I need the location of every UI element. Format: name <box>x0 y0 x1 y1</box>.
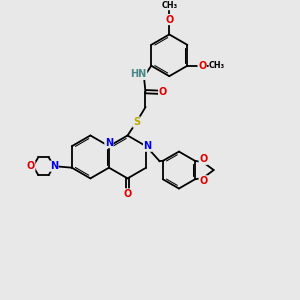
Text: N: N <box>105 138 113 148</box>
Text: O: O <box>165 14 173 25</box>
Text: O: O <box>198 61 206 71</box>
Text: CH₃: CH₃ <box>162 1 178 10</box>
Text: N: N <box>144 141 152 151</box>
Text: O: O <box>199 154 207 164</box>
Text: HN: HN <box>130 69 147 80</box>
Text: O: O <box>123 189 132 199</box>
Text: O: O <box>199 176 207 186</box>
Text: O: O <box>159 87 167 97</box>
Text: S: S <box>133 117 140 127</box>
Text: N: N <box>50 161 58 171</box>
Text: O: O <box>27 161 35 171</box>
Text: CH₃: CH₃ <box>209 61 225 70</box>
